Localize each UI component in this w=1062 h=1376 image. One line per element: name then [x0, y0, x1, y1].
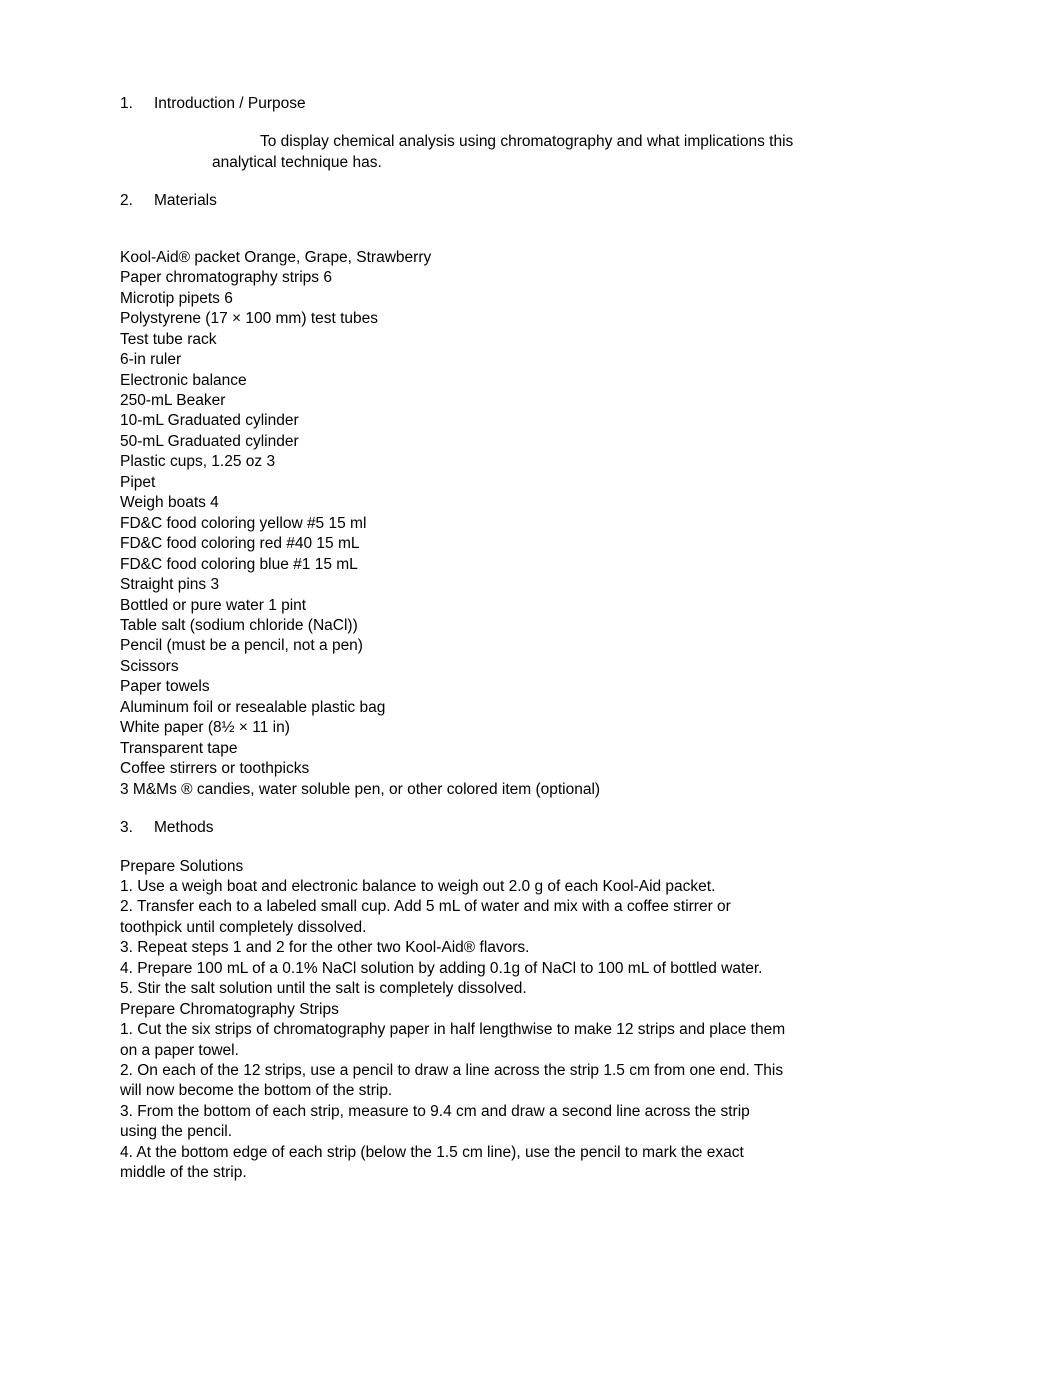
section-1-num: 1. [120, 94, 154, 114]
materials-item: Test tube rack [120, 330, 942, 350]
materials-item: Bottled or pure water 1 pint [120, 596, 942, 616]
materials-item: 10-mL Graduated cylinder [120, 411, 942, 431]
materials-item: Electronic balance [120, 371, 942, 391]
materials-item: Microtip pipets 6 [120, 289, 942, 309]
materials-item: Plastic cups, 1.25 oz 3 [120, 452, 942, 472]
materials-item: Coffee stirrers or toothpicks [120, 759, 942, 779]
section-3-num: 3. [120, 818, 154, 838]
methods-line: 5. Stir the salt solution until the salt… [120, 979, 942, 999]
methods-line: 3. From the bottom of each strip, measur… [120, 1102, 942, 1122]
materials-item: White paper (8½ × 11 in) [120, 718, 942, 738]
materials-item: 6-in ruler [120, 350, 942, 370]
methods-line: 4. Prepare 100 mL of a 0.1% NaCl solutio… [120, 959, 942, 979]
methods-line: 1. Use a weigh boat and electronic balan… [120, 877, 942, 897]
methods-line: will now become the bottom of the strip. [120, 1081, 942, 1101]
materials-item: Weigh boats 4 [120, 493, 942, 513]
methods-line: Prepare Chromatography Strips [120, 1000, 942, 1020]
methods-line: using the pencil. [120, 1122, 942, 1142]
methods-body: Prepare Solutions 1. Use a weigh boat an… [120, 857, 942, 1184]
materials-item: 50-mL Graduated cylinder [120, 432, 942, 452]
intro-paragraph: To display chemical analysis using chrom… [120, 132, 942, 173]
intro-line-2: analytical technique has. [212, 153, 942, 173]
section-1-title: Introduction / Purpose [154, 94, 306, 114]
methods-line: 4. At the bottom edge of each strip (bel… [120, 1143, 942, 1163]
materials-item: 250-mL Beaker [120, 391, 942, 411]
methods-line: on a paper towel. [120, 1041, 942, 1061]
section-2-title: Materials [154, 191, 217, 211]
materials-item: FD&C food coloring blue #1 15 mL [120, 555, 942, 575]
methods-line: 3. Repeat steps 1 and 2 for the other tw… [120, 938, 942, 958]
section-3-heading: 3. Methods [120, 818, 942, 838]
section-1-heading: 1. Introduction / Purpose [120, 94, 942, 114]
materials-item: Table salt (sodium chloride (NaCl)) [120, 616, 942, 636]
section-2-heading: 2. Materials [120, 191, 942, 211]
materials-item: Kool-Aid® packet Orange, Grape, Strawber… [120, 248, 942, 268]
materials-item: Scissors [120, 657, 942, 677]
materials-item: Pencil (must be a pencil, not a pen) [120, 636, 942, 656]
section-3-title: Methods [154, 818, 213, 838]
methods-line: 2. On each of the 12 strips, use a penci… [120, 1061, 942, 1081]
materials-item: Paper towels [120, 677, 942, 697]
materials-item: Aluminum foil or resealable plastic bag [120, 698, 942, 718]
materials-item: Polystyrene (17 × 100 mm) test tubes [120, 309, 942, 329]
materials-item: Transparent tape [120, 739, 942, 759]
materials-list: Kool-Aid® packet Orange, Grape, Strawber… [120, 248, 942, 800]
materials-item: Pipet [120, 473, 942, 493]
materials-item: Paper chromatography strips 6 [120, 268, 942, 288]
methods-line: toothpick until completely dissolved. [120, 918, 942, 938]
methods-line: Prepare Solutions [120, 857, 942, 877]
intro-line-1: To display chemical analysis using chrom… [212, 132, 942, 152]
materials-item: FD&C food coloring yellow #5 15 ml [120, 514, 942, 534]
methods-line: 1. Cut the six strips of chromatography … [120, 1020, 942, 1040]
section-2-num: 2. [120, 191, 154, 211]
materials-item: 3 M&Ms ® candies, water soluble pen, or … [120, 780, 942, 800]
methods-line: 2. Transfer each to a labeled small cup.… [120, 897, 942, 917]
materials-item: FD&C food coloring red #40 15 mL [120, 534, 942, 554]
methods-line: middle of the strip. [120, 1163, 942, 1183]
materials-item: Straight pins 3 [120, 575, 942, 595]
